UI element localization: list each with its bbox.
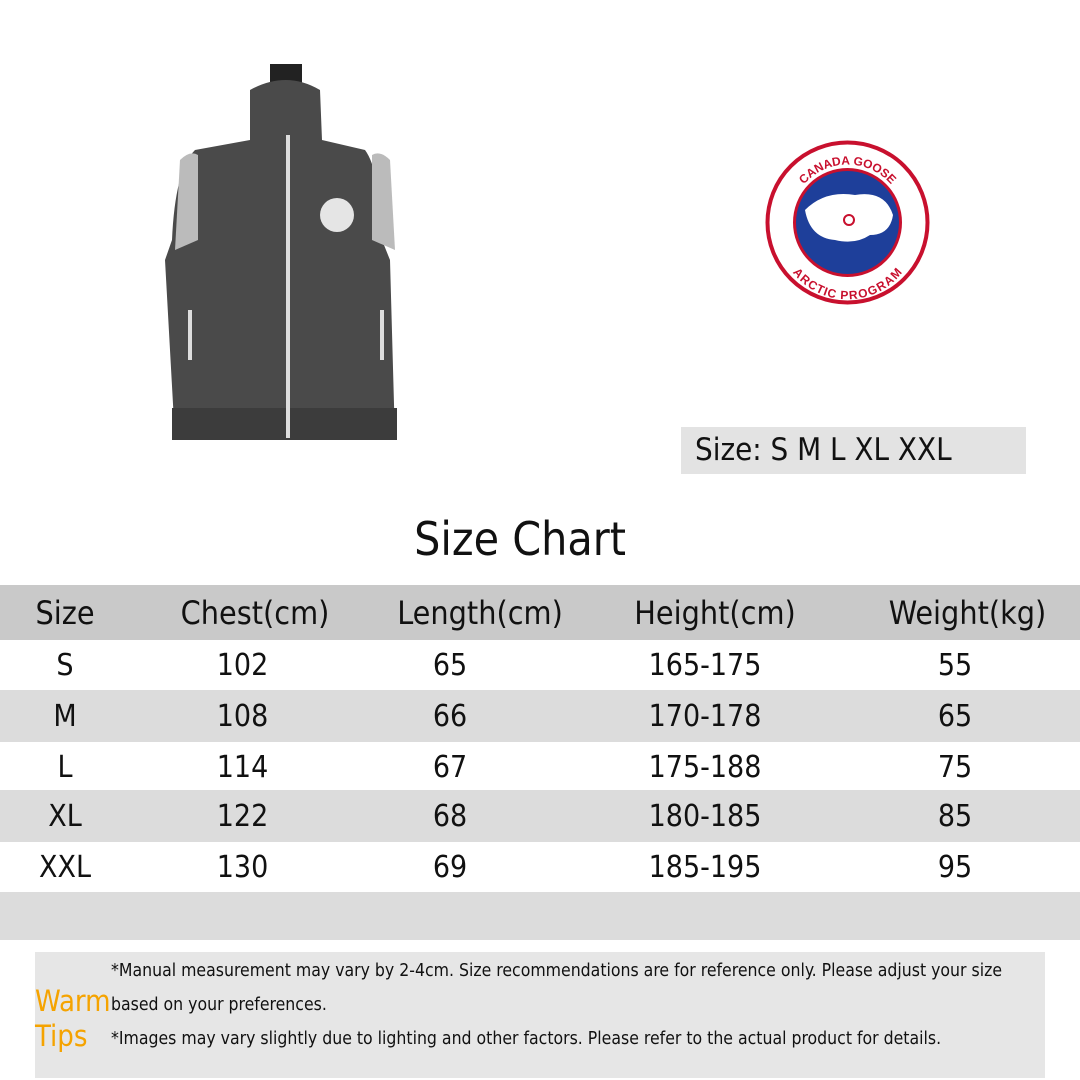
table-header: Size Chest(cm) Length(cm) Height(cm) Wei…: [0, 585, 1080, 640]
cell-size: M: [53, 698, 77, 734]
cell-size: XXL: [38, 849, 91, 885]
tips-label-line1: Warm: [35, 984, 111, 1018]
warm-tips-label: Warm Tips: [35, 984, 111, 1054]
table-row: L 114 67 175-188 75: [0, 742, 1080, 792]
header-length: Length(cm): [397, 593, 563, 632]
header-chest: Chest(cm): [180, 593, 330, 632]
cell-weight: 95: [937, 849, 973, 885]
cell-length: 69: [432, 849, 468, 885]
cell-height: 165-175: [648, 647, 762, 683]
cell-weight: 55: [937, 647, 973, 683]
table-row: S 102 65 165-175 55: [0, 640, 1080, 690]
cell-length: 66: [432, 698, 468, 734]
cell-length: 65: [432, 647, 468, 683]
size-label: Size:: [695, 432, 762, 468]
tip-measurement: *Manual measurement may vary by 2-4cm. S…: [111, 961, 1003, 1015]
size-values: S M L XL XXL: [770, 432, 952, 468]
tip-images: *Images may vary slightly due to lightin…: [111, 1029, 942, 1049]
vest-product-image: [165, 64, 397, 440]
cell-chest: 108: [216, 698, 269, 734]
cell-height: 175-188: [648, 749, 762, 785]
cell-chest: 122: [216, 798, 269, 834]
cell-height: 185-195: [648, 849, 762, 885]
table-row: XL 122 68 180-185 85: [0, 790, 1080, 842]
cell-size: XL: [48, 798, 82, 834]
table-row: XXL 130 69 185-195 95: [0, 842, 1080, 892]
cell-height: 180-185: [648, 798, 762, 834]
cell-height: 170-178: [648, 698, 762, 734]
tips-label-line2: Tips: [35, 1019, 88, 1053]
cell-size: L: [57, 749, 73, 785]
cell-size: S: [56, 647, 74, 683]
cell-weight: 85: [937, 798, 973, 834]
cell-weight: 75: [937, 749, 973, 785]
cell-length: 67: [432, 749, 468, 785]
cell-length: 68: [432, 798, 468, 834]
chart-title: Size Chart: [414, 512, 626, 566]
canada-goose-logo: CANADA GOOSE ARCTIC PROGRAM: [765, 140, 930, 305]
table-empty-row: [0, 892, 1080, 940]
cell-chest: 102: [216, 647, 269, 683]
table-row: M 108 66 170-178 65: [0, 690, 1080, 742]
header-weight: Weight(kg): [888, 593, 1047, 632]
warm-tips-box: Warm Tips *Manual measurement may vary by…: [35, 952, 1045, 1078]
size-options-banner: Size: S M L XL XXL: [681, 427, 1026, 474]
header-height: Height(cm): [634, 593, 796, 632]
cell-weight: 65: [937, 698, 973, 734]
tips-text: *Manual measurement may vary by 2-4cm. S…: [111, 954, 1036, 1056]
cell-chest: 114: [216, 749, 269, 785]
cell-chest: 130: [216, 849, 269, 885]
header-size: Size: [35, 593, 95, 632]
